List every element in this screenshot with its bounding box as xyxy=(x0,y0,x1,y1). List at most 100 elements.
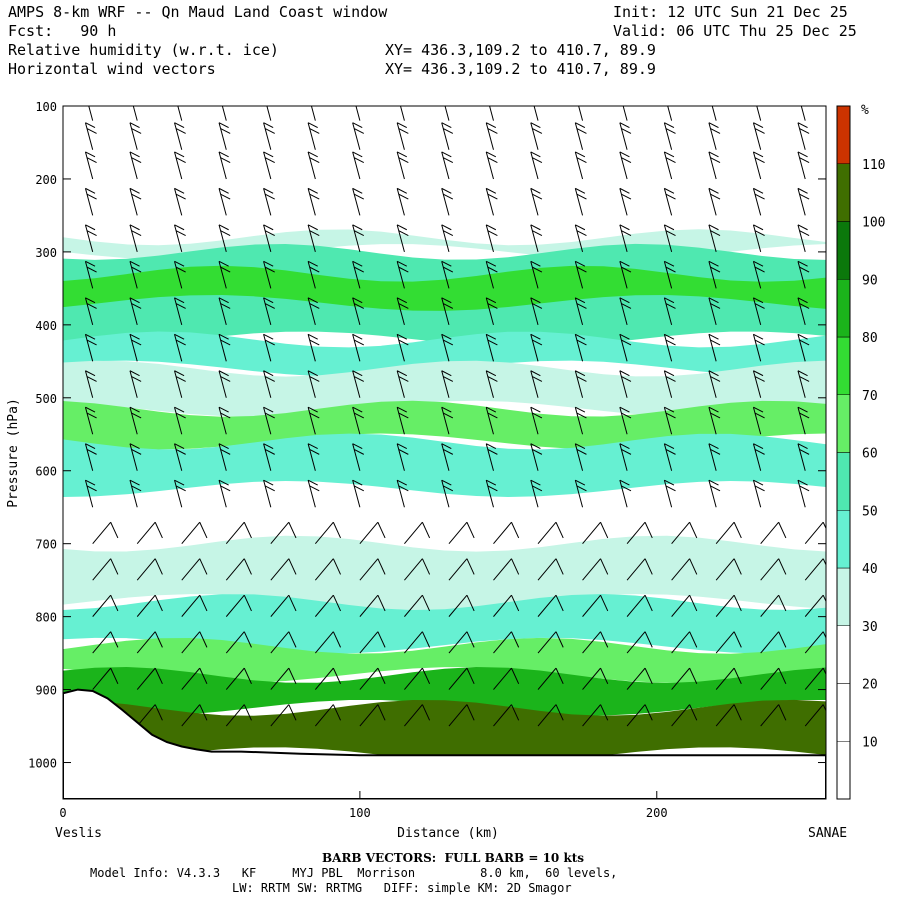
wind-barb-shaft xyxy=(352,261,361,289)
wind-barb-feather xyxy=(486,443,497,450)
wind-barb-feather xyxy=(86,157,97,164)
wind-barb-feather xyxy=(664,333,675,340)
colorbar-label: 90 xyxy=(862,273,878,288)
wind-barb-feather xyxy=(332,522,341,539)
wind-barb-feather xyxy=(689,522,698,539)
wind-barb-shaft xyxy=(314,667,334,690)
wind-barb-shaft xyxy=(136,521,156,545)
wind-barb-shaft xyxy=(537,704,557,727)
wind-barb-shaft xyxy=(797,261,806,289)
wind-barb-shaft xyxy=(530,261,539,289)
wind-barb-shaft xyxy=(708,480,717,508)
wind-barb-shaft xyxy=(181,704,201,727)
wind-barb-feather xyxy=(753,370,764,377)
wind-barb-feather xyxy=(441,333,452,340)
wind-barb-shaft xyxy=(760,521,780,545)
wind-barb-feather xyxy=(309,449,320,455)
wind-barb-feather xyxy=(621,376,632,382)
wind-barb-feather xyxy=(530,443,541,450)
rh-band xyxy=(63,400,826,450)
wind-barb-feather xyxy=(441,122,452,129)
wind-barb-feather xyxy=(664,94,674,99)
wind-barb-feather xyxy=(644,631,653,648)
colorbar-frame xyxy=(836,105,851,800)
wind-barb-feather xyxy=(576,485,587,492)
wind-barb-feather xyxy=(218,224,229,231)
wind-barb-feather xyxy=(797,333,808,340)
wind-barb-feather xyxy=(487,412,498,419)
wind-barb-feather xyxy=(600,594,609,612)
wind-barb-feather xyxy=(309,266,320,273)
wind-barb-feather xyxy=(530,224,541,231)
wind-barb-shaft xyxy=(396,407,405,435)
wind-barb-shaft xyxy=(537,667,557,690)
wind-barb-feather xyxy=(264,193,275,200)
wind-barb-feather xyxy=(708,406,719,413)
wind-barb-shaft xyxy=(441,261,450,289)
wind-barb-feather xyxy=(576,157,587,164)
wind-barb-feather xyxy=(486,260,497,267)
wind-barb-shaft xyxy=(752,334,762,362)
wind-barb-shaft xyxy=(626,667,646,690)
wind-barb-shaft xyxy=(530,224,539,253)
wind-barb-shaft xyxy=(619,443,628,471)
wind-barb-feather xyxy=(263,443,274,450)
wind-barb-shaft xyxy=(804,704,824,727)
wind-barb-feather xyxy=(443,128,454,134)
wind-barb-feather xyxy=(664,297,675,304)
wind-barb-shaft xyxy=(174,407,183,435)
wind-barb-feather xyxy=(754,485,765,492)
wind-barb-feather xyxy=(175,376,186,382)
colorbar-label: 40 xyxy=(862,562,878,577)
wind-barb-feather xyxy=(288,594,297,612)
wind-barb-shaft xyxy=(174,151,183,180)
wind-barb-feather xyxy=(486,187,497,194)
wind-barb-feather xyxy=(353,376,365,382)
colorbar-label: 100 xyxy=(862,216,885,231)
wind-barb-feather xyxy=(86,339,97,346)
wind-barb-feather xyxy=(733,667,742,685)
wind-barb-feather xyxy=(421,704,431,721)
wind-barb-feather xyxy=(129,151,140,158)
wind-barb-feather xyxy=(309,193,320,200)
wind-barb-feather xyxy=(176,99,186,104)
wind-barb-shaft xyxy=(352,224,361,253)
wind-barb-shaft xyxy=(619,480,628,508)
wind-barb-feather xyxy=(799,449,810,455)
wind-barb-feather xyxy=(621,485,632,492)
colorbar-label: 70 xyxy=(862,389,878,404)
wind-barb-shaft xyxy=(404,558,423,581)
wind-barb-shaft xyxy=(574,188,584,216)
wind-barb-feather xyxy=(85,260,96,267)
wind-barb-shaft xyxy=(181,558,201,581)
wind-barb-feather xyxy=(797,122,808,129)
wind-barb-feather xyxy=(532,128,543,134)
y-tick-label: 500 xyxy=(35,392,57,406)
wind-barb-feather xyxy=(377,667,386,685)
wind-barb-feather xyxy=(621,449,632,455)
wind-barb-shaft xyxy=(355,106,361,121)
wind-barb-shaft xyxy=(263,297,272,325)
wind-barb-feather xyxy=(332,704,341,721)
wind-barb-feather xyxy=(85,94,95,99)
wind-barb-feather xyxy=(575,333,586,340)
wind-barb-feather xyxy=(421,594,431,612)
wind-barb-feather xyxy=(175,128,186,134)
wind-barb-feather xyxy=(733,704,742,721)
wind-barb-feather xyxy=(243,704,252,721)
wind-barb-feather xyxy=(575,297,586,304)
wind-barb-feather xyxy=(575,224,586,231)
wind-barb-shaft xyxy=(663,443,673,471)
wind-barb-feather xyxy=(175,485,186,492)
wind-barb-feather xyxy=(778,631,787,648)
wind-barb-feather xyxy=(131,449,142,455)
wind-barb-shaft xyxy=(129,261,138,289)
wind-barb-feather xyxy=(129,406,140,413)
wind-barb-feather xyxy=(710,128,721,134)
model-info: Model Info: V4.3.3 KF MYJ PBL Morrison 8… xyxy=(90,866,618,880)
wind-barb-feather xyxy=(689,667,698,685)
rh-band xyxy=(63,594,826,654)
wind-barb-feather xyxy=(309,303,320,309)
wind-barb-shaft xyxy=(574,370,584,398)
wind-barb-shaft xyxy=(314,594,334,617)
